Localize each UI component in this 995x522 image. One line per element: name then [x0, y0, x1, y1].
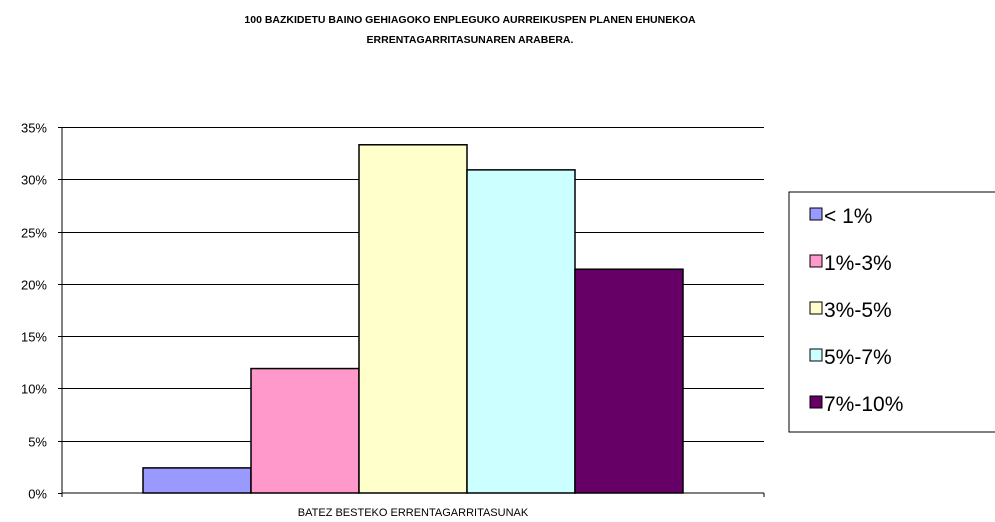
legend-swatch	[809, 348, 823, 362]
y-tick-label: 30%	[21, 173, 47, 188]
bar	[574, 268, 684, 494]
legend-label: 7%-10%	[824, 393, 903, 416]
bar	[142, 467, 252, 494]
y-tick-label: 5%	[28, 435, 47, 450]
chart-title-line-1: 100 BAZKIDETU BAINO GEHIAGOKO ENPLEGUKO …	[244, 14, 696, 26]
legend-box	[788, 191, 995, 433]
bars	[142, 144, 684, 494]
legend-label: 1%-3%	[824, 252, 892, 275]
chart-title: 100 BAZKIDETU BAINO GEHIAGOKO ENPLEGUKO …	[0, 10, 940, 50]
legend-label: 3%-5%	[824, 299, 892, 322]
legend-swatch	[809, 301, 823, 315]
legend-swatch	[809, 395, 823, 409]
y-axis-ticks: 0% 5% 10% 15% 20% 25% 30% 35%	[21, 121, 62, 502]
bar	[250, 367, 360, 494]
y-tick-label: 15%	[21, 330, 47, 345]
legend-swatch	[809, 207, 823, 221]
bar	[466, 169, 576, 494]
legend-label: < 1%	[824, 205, 872, 228]
y-tick-label: 20%	[21, 278, 47, 293]
legend-swatch	[809, 254, 823, 268]
chart-title-line-2: ERRENTAGARRITASUNAREN ARABERA.	[366, 34, 574, 46]
x-category-label: BATEZ BESTEKO ERRENTAGARRITASUNAK	[298, 507, 529, 519]
y-tick-label: 10%	[21, 382, 47, 397]
y-tick-label: 35%	[21, 121, 47, 136]
legend: < 1% 1%-3% 3%-5% 5%-7% 7%-10%	[788, 191, 995, 433]
y-tick-label: 25%	[21, 226, 47, 241]
bar	[358, 144, 468, 494]
y-tick-label: 0%	[28, 487, 47, 502]
legend-label: 5%-7%	[824, 346, 892, 369]
